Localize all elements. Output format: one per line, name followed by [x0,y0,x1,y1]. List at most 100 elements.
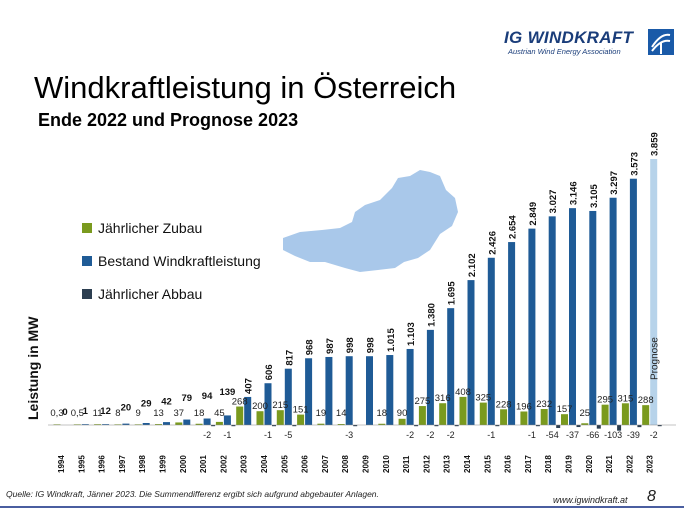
label-bestand-1997: 20 [121,403,132,414]
label-bestand-1998: 29 [141,398,152,409]
label-zubau-2008: 14 [336,408,347,419]
bar-bestand-2012 [426,329,434,425]
label-abbau-2002: -1 [223,430,231,440]
x-tick-2006: 2006 [301,455,310,473]
x-tick-2017: 2017 [524,455,533,473]
bar-bestand-2010 [386,355,394,425]
x-tick-2015: 2015 [483,455,492,473]
x-tick-2016: 2016 [504,455,513,473]
label-zubau-2010: 18 [377,408,388,419]
label-abbau-2011: -2 [406,430,414,440]
bar-bestand-2006 [305,358,313,425]
x-tick-2013: 2013 [443,455,452,473]
bar-bestand-2021 [609,197,617,425]
bar-abbau-2015 [495,425,500,427]
label-zubau-1996: 11 [93,408,103,419]
label-bestand-2018: 3.027 [548,190,559,214]
x-tick-2019: 2019 [565,455,574,473]
x-tick-2001: 2001 [199,455,208,473]
label-bestand-2022: 3.573 [629,152,640,176]
bar-bestand-2023 [650,159,658,425]
footer-divider [0,506,684,508]
bar-zubau-2008 [337,424,345,425]
bar-bestand-2004 [264,383,272,425]
ig-windkraft-logo: IG WINDKRAFT Austrian Wind Energy Associ… [504,28,674,56]
x-tick-2000: 2000 [179,455,188,473]
bar-zubau-2014 [459,396,467,425]
bar-bestand-2008 [345,356,353,425]
label-bestand-1994: 0 [62,407,67,418]
x-tick-2009: 2009 [362,455,371,473]
label-abbau-2023: -2 [650,430,658,440]
bar-zubau-2003 [236,406,244,425]
label-bestand-2014: 2.102 [467,253,478,277]
x-tick-2021: 2021 [605,455,614,473]
legend-bestand: Bestand Windkraftleistung [82,253,261,269]
bar-abbau-2001 [211,425,216,427]
label-abbau-2021: -103 [604,430,622,440]
x-tick-1995: 1995 [77,455,86,473]
bar-abbau-2023 [657,425,662,427]
bar-zubau-2005 [276,410,284,425]
x-tick-2018: 2018 [544,455,553,473]
label-bestand-2002: 139 [219,387,235,398]
bar-bestand-1996 [102,424,110,425]
page-title: Windkraftleistung in Österreich [34,70,457,105]
label-bestand-2010: 1.015 [386,328,397,352]
x-tick-2011: 2011 [402,455,411,473]
label-bestand-2001: 94 [202,391,213,402]
label-zubau-2002: 45 [214,408,225,419]
x-tick-1996: 1996 [98,455,107,473]
x-tick-1998: 1998 [138,455,147,473]
bar-bestand-2022 [629,178,637,425]
bar-bestand-2009 [366,356,373,425]
label-zubau-1999: 13 [153,408,164,419]
label-zubau-2019: 157 [557,404,573,415]
label-abbau-2013: -2 [447,430,455,440]
bars-layer [53,159,662,431]
label-zubau-2017: 196 [516,401,532,412]
label-zubau-2000: 37 [174,408,185,419]
x-tick-2010: 2010 [382,455,391,473]
label-zubau-2018: 232 [536,399,552,410]
bar-zubau-2006 [297,414,305,425]
label-bestand-2019: 3.146 [569,181,580,205]
label-zubau-2001: 18 [194,408,205,419]
bar-zubau-2004 [256,411,264,425]
x-tick-2002: 2002 [219,455,228,473]
x-tick-2012: 2012 [422,455,431,473]
bar-zubau-2002 [215,421,223,425]
website-link[interactable]: www.igwindkraft.at [553,495,628,505]
label-bestand-2003: 407 [244,378,255,394]
bar-zubau-2019 [561,414,568,425]
bar-bestand-2011 [406,348,414,425]
bar-abbau-2022 [637,425,642,428]
legend-zubau: Jährlicher Zubau [82,220,202,236]
bar-zubau-2021 [601,404,609,425]
label-zubau-1994: 0,3 [50,408,63,419]
label-bestand-1996: 12 [100,406,111,417]
label-zubau-2014: 408 [455,387,471,398]
bar-bestand-2005 [284,368,292,425]
bar-bestand-2002 [223,415,231,425]
label-zubau-2015: 325 [475,393,491,404]
source-note: Quelle: IG Windkraft, Jänner 2023. Die S… [6,489,379,499]
logo-text: IG WINDKRAFT [504,28,634,47]
legend-label-bestand: Bestand Windkraftleistung [98,253,261,269]
label-zubau-1998: 9 [136,408,141,419]
x-tick-2004: 2004 [260,455,269,473]
bar-abbau-2005 [292,425,297,427]
x-tick-1994: 1994 [57,455,66,473]
bar-bestand-2013 [447,308,455,425]
bar-abbau-2011 [414,425,419,427]
label-bestand-2015: 2.426 [487,231,498,255]
bar-zubau-2015 [479,402,487,425]
label-bestand-2006: 968 [305,339,316,355]
label-zubau-2003: 268 [232,397,248,408]
bar-zubau-2017 [520,411,528,425]
label-abbau-2005: -5 [284,430,292,440]
x-tick-2022: 2022 [625,455,634,473]
label-zubau-2005: 215 [272,400,288,411]
legend-label-abbau: Jährlicher Abbau [98,286,203,302]
prognose-label: Prognose [650,337,661,380]
